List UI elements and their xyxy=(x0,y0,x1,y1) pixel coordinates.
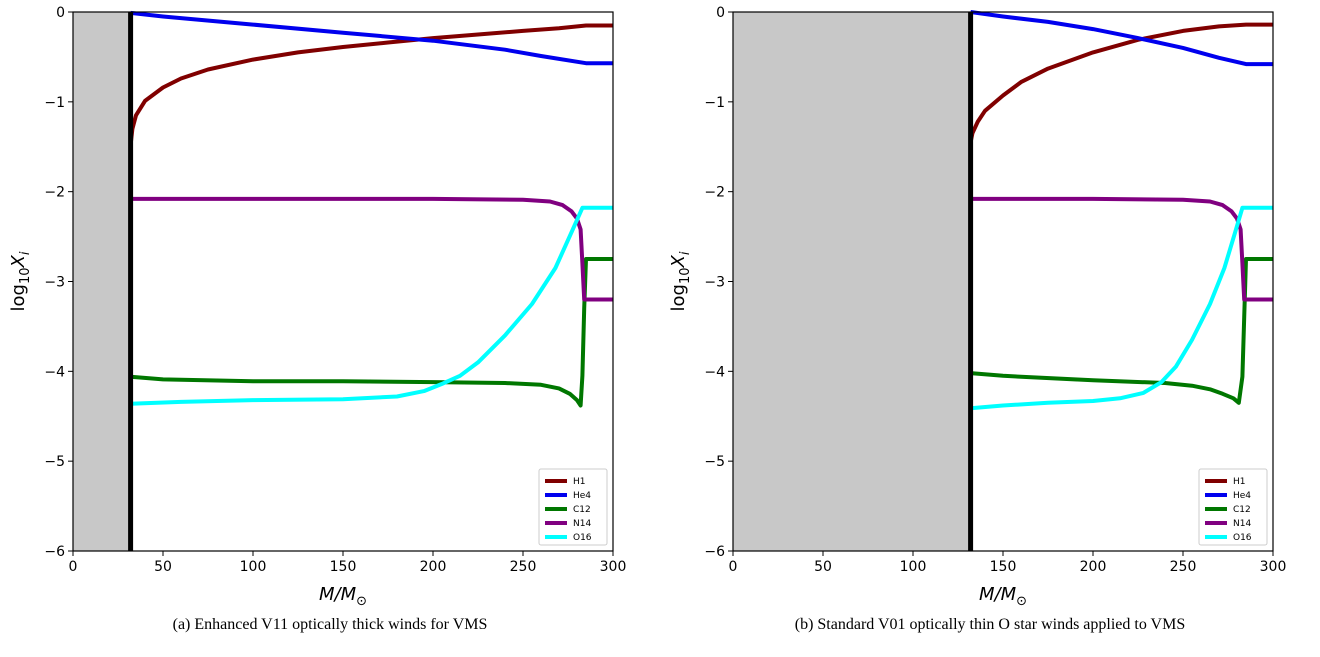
chart-b-xtick-label: 0 xyxy=(729,559,738,575)
chart-b-ytick-label: 0 xyxy=(716,5,725,21)
chart-a-xtick-label: 300 xyxy=(600,559,627,575)
chart-b-legend-label-c12: C12 xyxy=(1233,505,1251,515)
chart-a-ytick-label: −5 xyxy=(44,454,65,470)
chart-a-xtick-label: 150 xyxy=(330,559,357,575)
chart-b-x-axis-label: M/M⊙ xyxy=(979,584,1027,609)
chart-a-ytick-label: −6 xyxy=(44,544,65,560)
chart-b-xtick-label: 100 xyxy=(900,559,927,575)
chart-a-xtick-label: 0 xyxy=(69,559,78,575)
chart-b-legend xyxy=(1198,468,1268,546)
chart-a-legend-label-o16: O16 xyxy=(573,533,592,543)
chart-b-series-h1 xyxy=(968,22,1273,143)
chart-b-ytick-label: −3 xyxy=(704,275,725,291)
chart-b-xtick-label: 300 xyxy=(1260,559,1287,575)
chart-a-ytick-label: −4 xyxy=(44,364,65,380)
chart-b-y-axis-label: log10Xi xyxy=(668,251,693,311)
chart-b-series-n14 xyxy=(970,196,1273,302)
chart-b-svg: 0 50 100 150 200 250 300 0 −1 −2 −3 −4 −5 −6 M/M⊙ log10… xyxy=(668,5,1287,609)
caption-a: (a) Enhanced V11 optically thick winds f… xyxy=(172,616,488,633)
chart-a-series-he4 xyxy=(130,10,613,66)
chart-b-legend-label-h1: H1 xyxy=(1233,477,1246,487)
chart-b-ytick-label: −6 xyxy=(704,544,725,560)
chart-a-legend-label-c12: C12 xyxy=(573,505,591,515)
chart-b-xtick-label: 200 xyxy=(1080,559,1107,575)
chart-a-svg: 0 50 100 150 200 250 300 0 −1 −2 −3 −4 −5 −6 M/M⊙ log10… xyxy=(8,5,627,609)
chart-a-series-h1 xyxy=(128,23,613,146)
chart-a-xtick-label: 250 xyxy=(510,559,537,575)
chart-a-legend-label-he4: He4 xyxy=(573,491,591,501)
chart-b-series-c12 xyxy=(970,257,1273,405)
chart-b-series-he4 xyxy=(970,10,1273,67)
chart-a-xtick-label: 50 xyxy=(154,559,172,575)
caption-b: (b) Standard V01 optically thin O star w… xyxy=(794,616,1186,633)
chart-a-series-c12 xyxy=(130,257,613,408)
chart-b-series-o16 xyxy=(970,205,1273,411)
chart-b-ytick-label: −1 xyxy=(704,95,725,111)
chart-b-ytick-label: −5 xyxy=(704,454,725,470)
chart-a-ytick-label: −2 xyxy=(44,185,65,201)
chart-b-legend-label-n14: N14 xyxy=(1233,519,1251,529)
chart-b-xtick-label: 150 xyxy=(990,559,1017,575)
chart-a-y-axis-label: log10Xi xyxy=(8,251,33,311)
chart-b-xtick-label: 50 xyxy=(814,559,832,575)
chart-b-legend-label-he4: He4 xyxy=(1233,491,1251,501)
chart-a-series-o16 xyxy=(130,205,613,406)
chart-b-xtick-label: 250 xyxy=(1170,559,1197,575)
chart-b-ytick-label: −4 xyxy=(704,364,725,380)
chart-b-ytick-label: −2 xyxy=(704,185,725,201)
chart-panel-a: 0 50 100 150 200 250 300 0 −1 −2 −3 −4 −5 −6 M/M⊙ log10… xyxy=(8,5,627,633)
chart-a-series-n14 xyxy=(130,196,613,302)
chart-a-legend xyxy=(538,468,608,546)
chart-a-shaded-region xyxy=(73,12,131,551)
chart-a-legend-label-n14: N14 xyxy=(573,519,591,529)
chart-a-legend-label-h1: H1 xyxy=(573,477,586,487)
chart-a-ytick-label: −1 xyxy=(44,95,65,111)
chart-b-shaded-region xyxy=(733,12,971,551)
chart-b-legend-label-o16: O16 xyxy=(1233,533,1252,543)
chart-a-xtick-label: 100 xyxy=(240,559,267,575)
chart-a-x-axis-label: M/M⊙ xyxy=(319,584,367,609)
chart-panel-b: 0 50 100 150 200 250 300 0 −1 −2 −3 −4 −5 −6 M/M⊙ log10… xyxy=(660,0,1320,657)
chart-a-ytick-label: −3 xyxy=(44,275,65,291)
chart-a-ytick-label: 0 xyxy=(56,5,65,21)
chart-a-xtick-label: 200 xyxy=(420,559,447,575)
